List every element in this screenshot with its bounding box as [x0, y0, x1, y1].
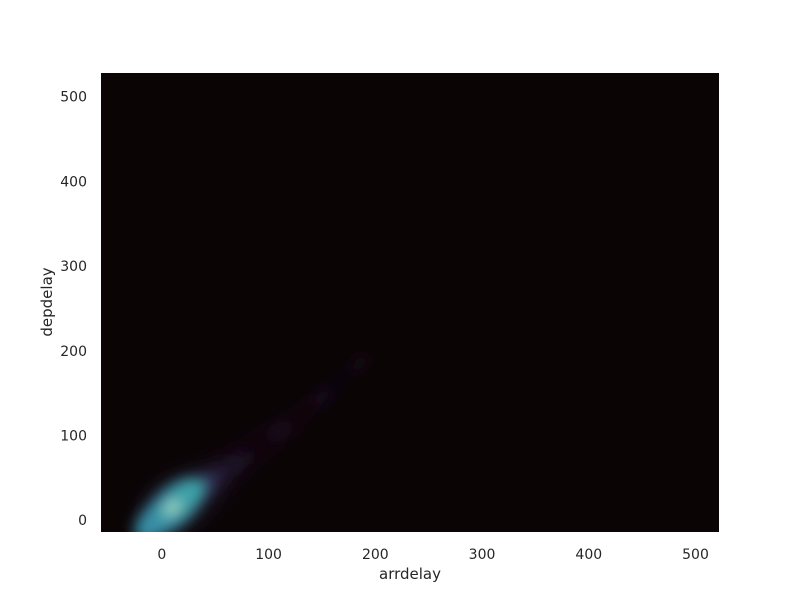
x-tick-label: 0: [157, 547, 166, 563]
plot-area: [101, 73, 719, 532]
density-layer: [134, 354, 369, 532]
y-tick-label: 300: [60, 259, 87, 275]
density-blob: [349, 354, 369, 373]
x-axis-title: arrdelay: [379, 565, 441, 583]
x-tick-label: 300: [469, 547, 496, 563]
y-axis-title: depdelay: [38, 267, 56, 336]
density-blob: [268, 421, 290, 442]
y-tick-label: 100: [60, 428, 87, 444]
y-tick-label: 400: [60, 174, 87, 190]
density-peak-center: [167, 502, 178, 512]
density-core: [134, 354, 369, 532]
x-tick-label: 200: [362, 547, 389, 563]
y-tick-label: 0: [78, 513, 87, 529]
x-tick-label: 400: [575, 547, 602, 563]
x-tick-label: 500: [682, 547, 709, 563]
y-axis-ticks: 0 100 200 300 400 500: [60, 90, 87, 529]
x-tick-label: 100: [255, 547, 282, 563]
y-tick-label: 500: [60, 90, 87, 106]
y-tick-label: 200: [60, 344, 87, 360]
density-blob: [224, 451, 249, 474]
density-blob: [312, 388, 332, 407]
x-axis-ticks: 0 100 200 300 400 500: [157, 547, 709, 563]
